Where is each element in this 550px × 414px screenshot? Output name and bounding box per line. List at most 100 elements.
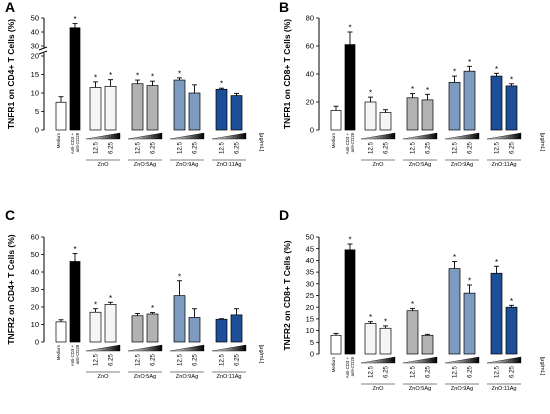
concentration-label: 6.25	[467, 365, 474, 378]
y-tick-label: 50	[31, 250, 39, 259]
group-label: ZnO	[98, 374, 110, 380]
significance-star: *	[369, 89, 372, 98]
y-tick-label: 40	[31, 268, 39, 277]
bar	[406, 97, 419, 131]
unit-label: [μg/mL]	[258, 345, 264, 364]
concentration-label: 6.25	[108, 141, 115, 154]
panel-letter: D	[279, 207, 289, 223]
y-tick-label: 0	[35, 126, 39, 135]
axis-break-mask	[40, 48, 48, 53]
concentration-label: 12.5	[219, 141, 226, 154]
y-tick-label: 60	[306, 42, 314, 51]
category-label-control: Medium	[56, 133, 61, 149]
concentration-wedge	[402, 132, 438, 140]
y-tick-label: 45	[306, 244, 314, 253]
category-label-control: Medium	[56, 345, 61, 361]
y-tick-label: 30	[306, 279, 314, 288]
concentration-label: 12.5	[135, 353, 142, 366]
y-tick-label: 30	[31, 42, 39, 51]
significance-star: *	[178, 272, 181, 281]
bar	[448, 82, 461, 131]
unit-label: [μg/mL]	[258, 133, 264, 152]
concentration-wedge	[85, 132, 121, 140]
y-tick-label: 80	[306, 14, 314, 23]
category-label-control: anti-CD28	[75, 344, 80, 364]
y-tick-label: 40	[31, 28, 39, 37]
panel-letter: C	[5, 207, 15, 223]
y-tick-label: 5	[35, 107, 39, 116]
concentration-label: 6.25	[467, 141, 474, 154]
y-tick-label: 0	[310, 350, 314, 359]
concentration-label: 12.5	[368, 365, 375, 378]
concentration-label: 12.5	[494, 141, 501, 154]
y-tick-label: 60	[31, 233, 39, 242]
category-label-control: Anti-CD3 +	[70, 345, 75, 367]
significance-star: *	[136, 72, 139, 81]
significance-star: *	[468, 276, 471, 285]
significance-star: *	[453, 68, 456, 77]
group-label: ZnO:5Ag	[134, 374, 156, 380]
bar	[188, 317, 201, 343]
concentration-wedge	[127, 132, 163, 140]
bar	[131, 315, 144, 343]
bar	[330, 334, 342, 355]
concentration-label: 12.5	[219, 353, 226, 366]
y-tick-label: 40	[306, 70, 314, 79]
unit-label: [μg/mL]	[539, 357, 545, 376]
concentration-label: 6.25	[234, 353, 241, 366]
bar	[230, 95, 243, 131]
bar	[188, 92, 201, 131]
y-tick-label: 10	[31, 89, 39, 98]
concentration-label: 12.5	[93, 353, 100, 366]
y-tick-label: 20	[306, 303, 314, 312]
bar	[173, 79, 186, 131]
y-axis-label: TNFR1 on CD8+ T Cells (%)	[282, 19, 292, 129]
concentration-wedge	[211, 344, 247, 352]
concentration-wedge	[169, 344, 205, 352]
y-axis-label: TNFR2 on CD4+ T Cells (%)	[6, 234, 16, 344]
significance-star: *	[495, 65, 498, 74]
category-label-control: Anti-CD3 +	[345, 133, 350, 155]
significance-star: *	[151, 73, 154, 82]
concentration-label: 12.5	[177, 353, 184, 366]
bar	[490, 272, 503, 355]
group-label: ZnO:9Ag	[451, 162, 473, 168]
concentration-label: 12.5	[93, 141, 100, 154]
concentration-wedge	[169, 132, 205, 140]
y-tick-label: 50	[31, 14, 39, 23]
significance-star: *	[94, 73, 97, 82]
concentration-wedge	[444, 132, 480, 140]
panel-b: B 0 20 40 60 80 TNFR1 on CD8+ T Cells (%) * * * * *…	[279, 0, 545, 168]
bar	[344, 44, 356, 131]
y-tick-label: 25	[306, 291, 314, 300]
bar	[406, 310, 419, 355]
panel-letter: B	[279, 0, 289, 15]
category-label-control: Medium	[331, 133, 336, 149]
group-label: ZnO	[98, 162, 110, 168]
significance-star: *	[220, 80, 223, 89]
concentration-label: 6.25	[108, 353, 115, 366]
concentration-label: 6.25	[150, 141, 157, 154]
group-label: ZnO	[373, 386, 385, 392]
concentration-label: 12.5	[410, 141, 417, 154]
concentration-wedge	[360, 132, 396, 140]
y-tick-label: 30	[31, 285, 39, 294]
significance-star: *	[411, 85, 414, 94]
group-label: ZnO	[373, 162, 385, 168]
significance-star: *	[109, 294, 112, 303]
panel-c: C 0 10 20 30 40 50 60 TNFR2 on CD4+ T Cells (%) *…	[5, 207, 264, 380]
bar	[364, 323, 377, 355]
category-label-control: Anti-CD3 +	[345, 357, 350, 379]
bar	[89, 311, 102, 343]
bar	[344, 249, 356, 355]
bar	[131, 83, 144, 131]
significance-star: *	[73, 15, 76, 24]
significance-star: *	[73, 245, 76, 254]
group-label: ZnO:11Ag	[491, 162, 516, 168]
y-tick-label: 5	[310, 338, 314, 347]
bar	[379, 327, 392, 355]
significance-star: *	[109, 71, 112, 80]
y-tick-label: 20	[31, 52, 39, 61]
bar	[173, 295, 186, 343]
